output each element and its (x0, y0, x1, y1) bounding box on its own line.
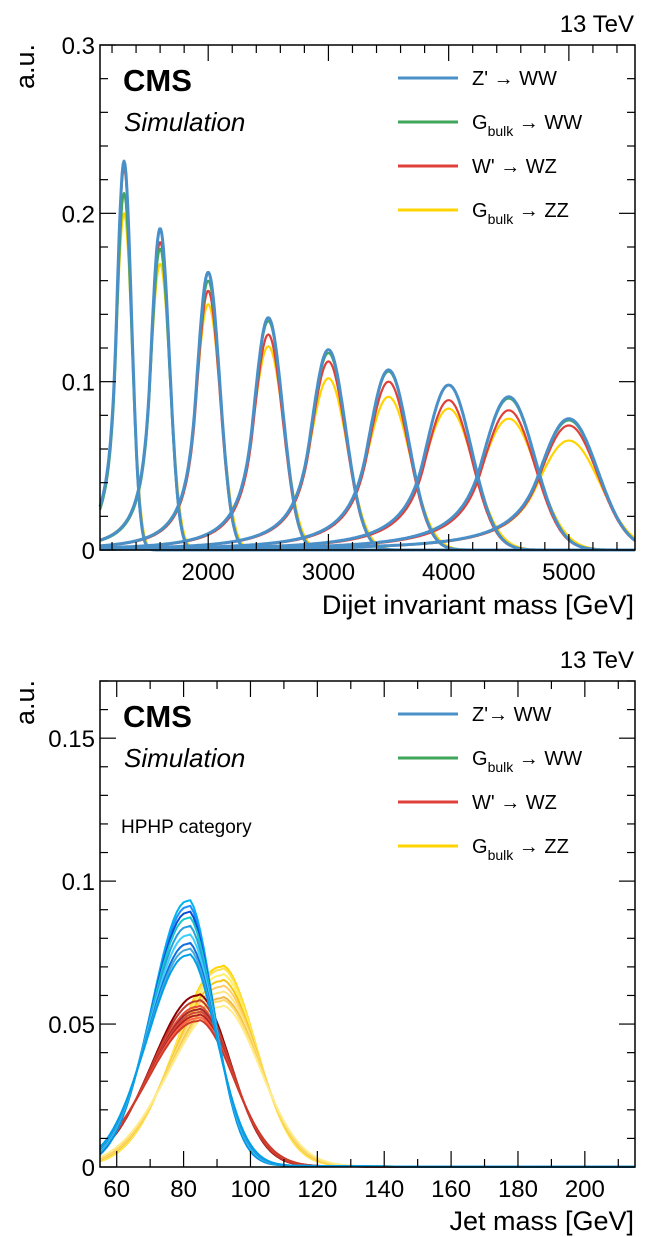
series-curve (99, 947, 635, 1168)
y-tick-label: 0.2 (62, 201, 95, 228)
legend-label: Gbulk → ZZ (472, 200, 569, 227)
x-tick-label: 180 (498, 1176, 538, 1203)
series-curves (99, 899, 636, 1168)
x-tick-label: 100 (230, 1176, 270, 1203)
x-tick-label: 3000 (302, 559, 355, 586)
legend-label-main: W' → WZ (472, 156, 557, 178)
x-tick-label: 4000 (422, 559, 475, 586)
legend-label: Gbulk → WW (472, 112, 582, 139)
experiment-label: CMS (123, 699, 192, 734)
series-curve (99, 973, 635, 1168)
series-curve (99, 964, 635, 1168)
simulation-label: Simulation (124, 107, 245, 137)
legend-label-sub: bulk (488, 211, 515, 227)
y-tick-label: 0.05 (48, 1012, 95, 1039)
y-axis-title: a.u. (10, 680, 40, 725)
x-axis-title: Jet mass [GeV] (449, 1206, 634, 1236)
jet-mass-panel: 13 TeV a.u. Jet mass [GeV] 60 80 100 120 140… (10, 647, 636, 1236)
legend-label: Gbulk → ZZ (472, 836, 569, 863)
x-axis-title: Dijet invariant mass [GeV] (322, 590, 634, 620)
legend-label-main: W' → WZ (472, 792, 557, 814)
dijet-mass-panel: 13 TeV a.u. Dijet invariant mass [GeV] 2… (10, 11, 636, 620)
legend-label: W' → WZ (472, 156, 557, 178)
legend-label: Z'→ WW (472, 704, 551, 726)
legend: Z'→ WW Gbulk → WW W' → WZ Gbulk → ZZ (398, 704, 582, 863)
y-tick-label: 0.3 (62, 33, 95, 60)
legend-label-main: G (472, 748, 488, 770)
series-curve (99, 263, 635, 552)
series-curve (98, 166, 635, 552)
x-tick-label: 120 (297, 1176, 337, 1203)
x-tick-label: 60 (103, 1176, 130, 1203)
category-annotation: HPHP category (121, 817, 252, 838)
legend-label-sub: bulk (488, 759, 515, 775)
plot-frame (99, 44, 636, 551)
series-curve (99, 953, 635, 1168)
energy-label: 13 TeV (560, 11, 634, 38)
legend-label-suffix: → WW (513, 748, 582, 770)
y-tick-label: 0.1 (62, 869, 95, 896)
y-tick-label: 0.1 (62, 370, 95, 397)
series-curve (99, 417, 636, 551)
legend: Z' → WW Gbulk → WW W' → WZ Gbulk → ZZ (398, 68, 582, 227)
simulation-label: Simulation (124, 743, 245, 773)
x-tick-label: 80 (170, 1176, 197, 1203)
legend-label-suffix: → ZZ (513, 836, 569, 858)
y-tick-label: 0 (82, 538, 95, 565)
legend-label-sub: bulk (488, 847, 515, 863)
legend-label-suffix: → ZZ (513, 200, 569, 222)
x-tick-label: 2000 (182, 559, 235, 586)
energy-label: 13 TeV (560, 647, 634, 674)
legend-label: Gbulk → WW (472, 748, 582, 775)
x-tick-label: 200 (565, 1176, 605, 1203)
legend-label-main: Z' → WW (472, 68, 557, 90)
series-curve (99, 941, 635, 1168)
legend-label-main: G (472, 836, 488, 858)
legend-label-suffix: → WW (513, 112, 582, 134)
legend-label-sub: bulk (488, 123, 515, 139)
legend-label: Z' → WW (472, 68, 557, 90)
x-tick-label: 160 (431, 1176, 471, 1203)
y-tick-label: 0 (82, 1155, 95, 1182)
legend-label: W' → WZ (472, 792, 557, 814)
x-tick-label: 5000 (542, 559, 595, 586)
axis-ticks: 60 80 100 120 140 160 180 200 0 0.05 0.1 0.15 (48, 680, 635, 1203)
plot-frame (99, 680, 636, 1168)
x-tick-label: 140 (364, 1176, 404, 1203)
legend-label-main: G (472, 112, 488, 134)
legend-label-main: G (472, 200, 488, 222)
legend-label-main: Z'→ WW (472, 704, 551, 726)
y-axis-title: a.u. (10, 44, 40, 89)
experiment-label: CMS (123, 63, 192, 98)
y-tick-label: 0.15 (48, 726, 95, 753)
series-curve (99, 967, 635, 1168)
